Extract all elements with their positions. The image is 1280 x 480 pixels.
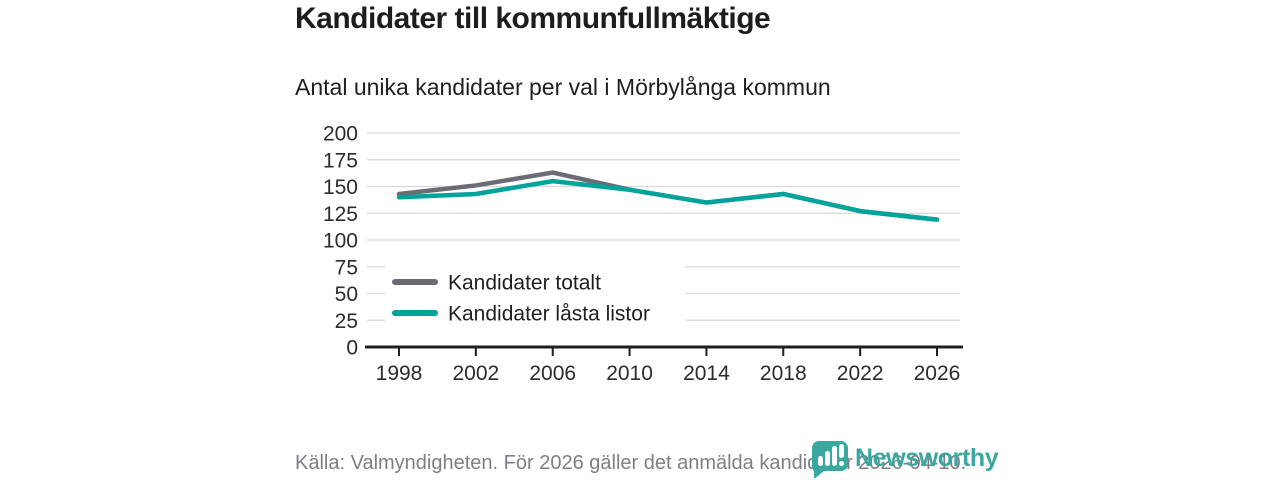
x-tick-label: 2018 (760, 362, 807, 385)
x-tick-label: 1998 (376, 362, 423, 385)
x-tick-label: 2010 (606, 362, 653, 385)
y-tick-label: 125 (323, 203, 358, 226)
x-tick-label: 2026 (914, 362, 961, 385)
legend-label: Kandidater totalt (448, 272, 601, 295)
y-tick-label: 75 (335, 256, 358, 279)
newsworthy-wordmark: Newsworthy (855, 443, 999, 472)
x-tick-label: 2022 (837, 362, 884, 385)
x-tick-label: 2006 (529, 362, 576, 385)
source-note: Källa: Valmyndigheten. För 2026 gäller d… (295, 452, 967, 474)
chart-subtitle: Antal unika kandidater per val i Mörbylå… (295, 74, 831, 100)
x-tick-label: 2014 (683, 362, 730, 385)
chart-card: Kandidater till kommunfullmäktige Antal … (295, 0, 999, 480)
legend-background (385, 263, 685, 329)
page-title: Kandidater till kommunfullmäktige (295, 2, 771, 35)
newsworthy-logo: Newsworthy (810, 438, 999, 478)
y-tick-label: 200 (323, 123, 358, 146)
line-chart: 0 25 50 75 100 125 150 175 200 1998 2002 2006 2010 20… (323, 123, 963, 385)
y-tick-label: 0 (346, 337, 358, 360)
y-tick-label: 25 (335, 310, 358, 333)
legend-label: Kandidater låsta listor (448, 303, 650, 326)
x-tick-label: 2002 (452, 362, 499, 385)
speech-bubble-bar-chart-icon (811, 441, 848, 478)
y-tick-label: 100 (323, 230, 358, 253)
series-line-kandidater-l-sta-listor (396, 178, 940, 222)
y-tick-label: 50 (335, 283, 358, 306)
y-tick-label: 175 (323, 149, 358, 172)
y-tick-label: 150 (323, 176, 358, 199)
